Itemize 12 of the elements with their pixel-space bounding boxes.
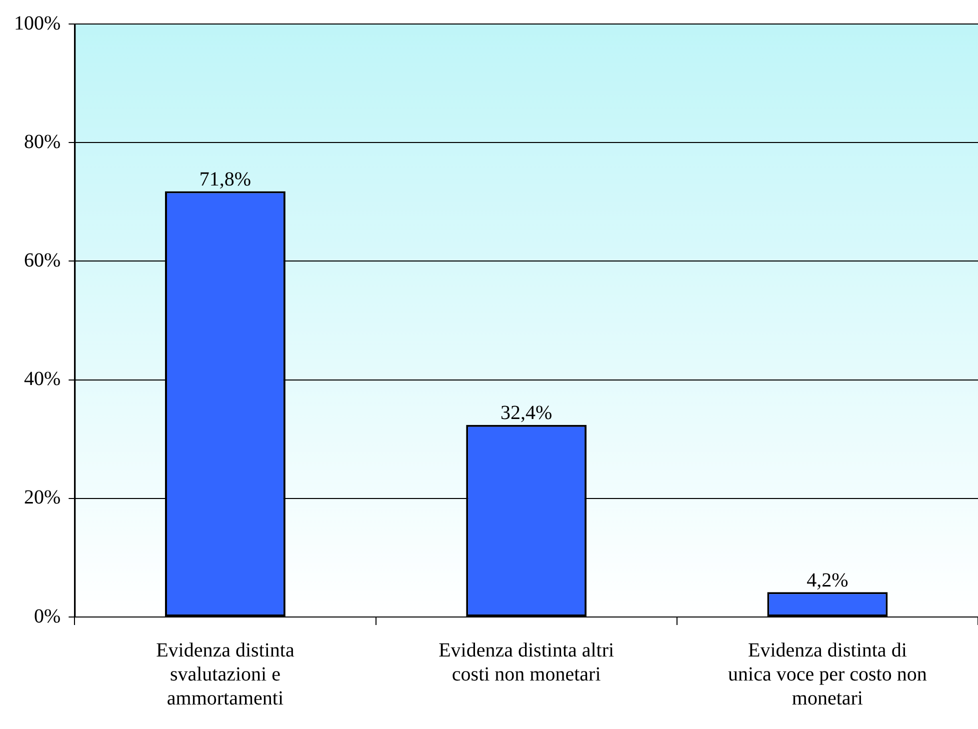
y-tick-label: 60% xyxy=(24,249,61,272)
x-tick-label: Evidenza distinta altri costi non monetari xyxy=(438,639,615,686)
y-tick-label: 80% xyxy=(24,130,61,153)
x-tick-label: Evidenza distinta di unica voce per costo non monetari xyxy=(728,639,927,710)
y-tick-label: 0% xyxy=(34,605,61,628)
data-label: 4,2% xyxy=(806,569,848,592)
y-tick-label: 40% xyxy=(24,368,61,390)
x-tick-label: Evidenza distinta svalutazioni e ammortamenti xyxy=(156,639,294,710)
y-tick-label: 100% xyxy=(14,12,61,34)
data-label: 71,8% xyxy=(199,168,252,190)
data-label: 32,4% xyxy=(500,402,552,424)
y-tick-label: 20% xyxy=(24,486,61,509)
